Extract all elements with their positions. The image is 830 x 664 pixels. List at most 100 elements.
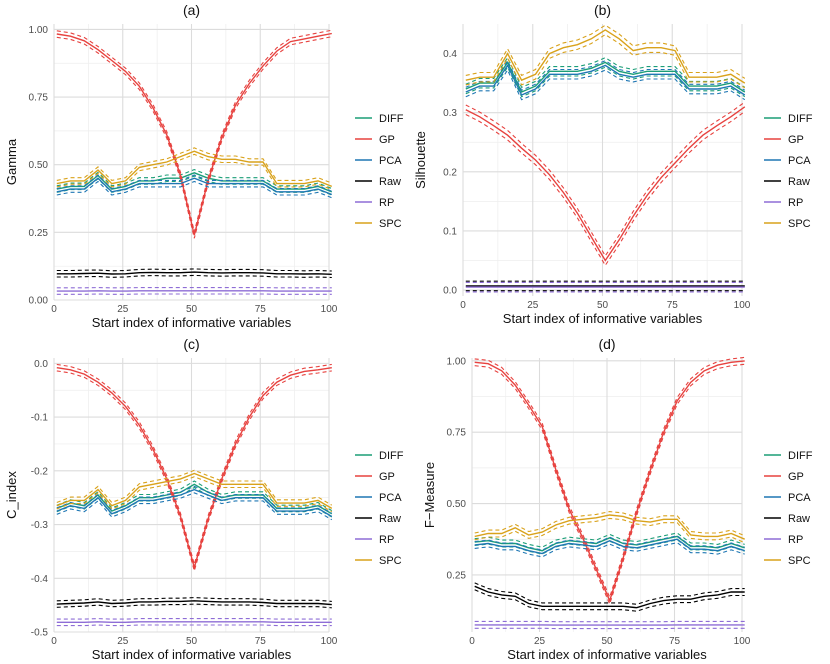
legend-item-diff: DIFF (764, 450, 813, 462)
series-spc-line (56, 150, 333, 188)
series-gp (474, 356, 745, 606)
y-tick-label: 0.50 (29, 160, 49, 171)
chart-panel-b: 0 25 50 75 100 0.0 0.1 0.2 0.3 0.4 (b) Start index … (413, 2, 813, 326)
series-spc-upper-bound (474, 511, 745, 537)
series-diff-upper-bound (56, 480, 333, 512)
legend: DIFF GP PCA Raw RP SPC (764, 450, 813, 567)
legend-label: Raw (788, 513, 810, 525)
series-diff-upper-bound (56, 169, 333, 190)
legend-item-rp: RP (764, 197, 803, 209)
legend-item-pca: PCA (355, 492, 402, 504)
series-raw-lower-bound (56, 603, 332, 609)
legend-item-raw: Raw (764, 176, 810, 188)
series-gp (56, 29, 332, 239)
series-diff-lower-bound (56, 486, 333, 518)
legend-label: SPC (379, 218, 402, 230)
x-tick-label: 75 (669, 636, 681, 647)
series-raw (465, 280, 745, 292)
legend-item-gp: GP (764, 471, 804, 483)
y-tick-label: -0.2 (31, 466, 49, 477)
series-pca-upper-bound (56, 485, 333, 514)
legend-label: Raw (379, 176, 401, 188)
series-pca-upper-bound (56, 174, 333, 192)
y-tick-label: 0.00 (29, 296, 49, 307)
x-axis-title: Start index of informative variables (92, 647, 292, 662)
series-gp-line (465, 106, 746, 262)
legend-item-rp: RP (764, 534, 803, 546)
series-gp-line (56, 367, 332, 571)
x-tick-label: 0 (51, 636, 57, 647)
x-tick-label: 100 (321, 304, 338, 315)
x-tick-label: 25 (527, 300, 539, 311)
x-tick-label: 50 (601, 636, 613, 647)
series-pca-lower-bound (465, 68, 746, 101)
series-spc-lower-bound (56, 476, 333, 513)
series-diff-upper-bound (474, 532, 745, 548)
legend-item-pca: PCA (764, 155, 811, 167)
series-gp-lower-bound (474, 363, 745, 606)
legend-item-spc: SPC (355, 555, 402, 567)
x-tick-label: 0 (469, 636, 475, 647)
legend: DIFF GP PCA Raw RP SPC (764, 113, 813, 230)
series-pca-lower-bound (56, 180, 333, 199)
legend-label: Raw (788, 176, 810, 188)
series-spc-line (474, 514, 745, 540)
y-tick-label: 0.3 (443, 108, 457, 119)
series-spc-lower-bound (465, 33, 746, 89)
y-tick-label: 0.0 (34, 359, 48, 370)
legend-label: DIFF (379, 450, 404, 462)
x-tick-label: 50 (186, 636, 198, 647)
legend-item-pca: PCA (764, 492, 811, 504)
x-axis-title: Start index of informative variables (503, 311, 703, 326)
legend-label: SPC (788, 218, 811, 230)
series-spc-upper-bound (56, 469, 333, 506)
y-axis-title: Gamma (4, 138, 19, 185)
legend-item-gp: GP (355, 134, 395, 146)
series-gp-upper-bound (465, 101, 746, 257)
series-gp-upper-bound (56, 29, 332, 232)
panel-title: (d) (598, 336, 615, 352)
series-raw-upper-bound (56, 597, 332, 602)
legend-item-raw: Raw (355, 176, 401, 188)
y-tick-label: 0.25 (29, 228, 49, 239)
y-axis-title: F−Measure (422, 462, 437, 528)
series-raw-line (56, 600, 332, 606)
series-gp-upper-bound (56, 363, 332, 567)
series-pca-line (465, 63, 746, 96)
grid (53, 24, 330, 301)
y-tick-label: 0.4 (443, 49, 457, 60)
legend-label: PCA (379, 155, 402, 167)
series-pca (56, 485, 333, 521)
y-tick-label: 0.1 (443, 226, 457, 237)
legend-item-pca: PCA (355, 155, 402, 167)
series-raw-lower-bound (56, 274, 332, 279)
series-diff-lower-bound (465, 66, 746, 98)
legend-label: GP (379, 134, 395, 146)
series-spc-line (56, 472, 333, 510)
series-raw-upper-bound (56, 268, 332, 272)
chart-panel-d: 0 25 50 75 100 0.25 0.50 0.75 1.00 (d) Start index… (422, 336, 813, 662)
series-pca (465, 59, 746, 101)
series-spc-upper-bound (56, 147, 333, 184)
series-pca-upper-bound (465, 59, 746, 91)
series-gp (56, 363, 332, 573)
y-axis-title: Silhouette (413, 131, 428, 189)
y-tick-label: 0.25 (447, 570, 467, 581)
y-tick-label: 0.50 (447, 499, 467, 510)
series-raw (56, 597, 332, 609)
legend-label: SPC (788, 555, 811, 567)
x-tick-label: 50 (186, 304, 198, 315)
y-tick-label: 0.75 (447, 428, 467, 439)
x-tick-label: 0 (51, 304, 57, 315)
series-raw (474, 582, 745, 612)
legend-label: PCA (788, 155, 811, 167)
series-gp-upper-bound (474, 356, 745, 599)
legend-item-gp: GP (764, 134, 804, 146)
legend-item-spc: SPC (764, 218, 811, 230)
legend-label: PCA (379, 492, 402, 504)
series-gp (465, 101, 746, 267)
series-spc-line (465, 29, 746, 84)
legend-label: GP (788, 134, 804, 146)
x-tick-label: 25 (117, 304, 129, 315)
series-gp-lower-bound (56, 370, 332, 573)
